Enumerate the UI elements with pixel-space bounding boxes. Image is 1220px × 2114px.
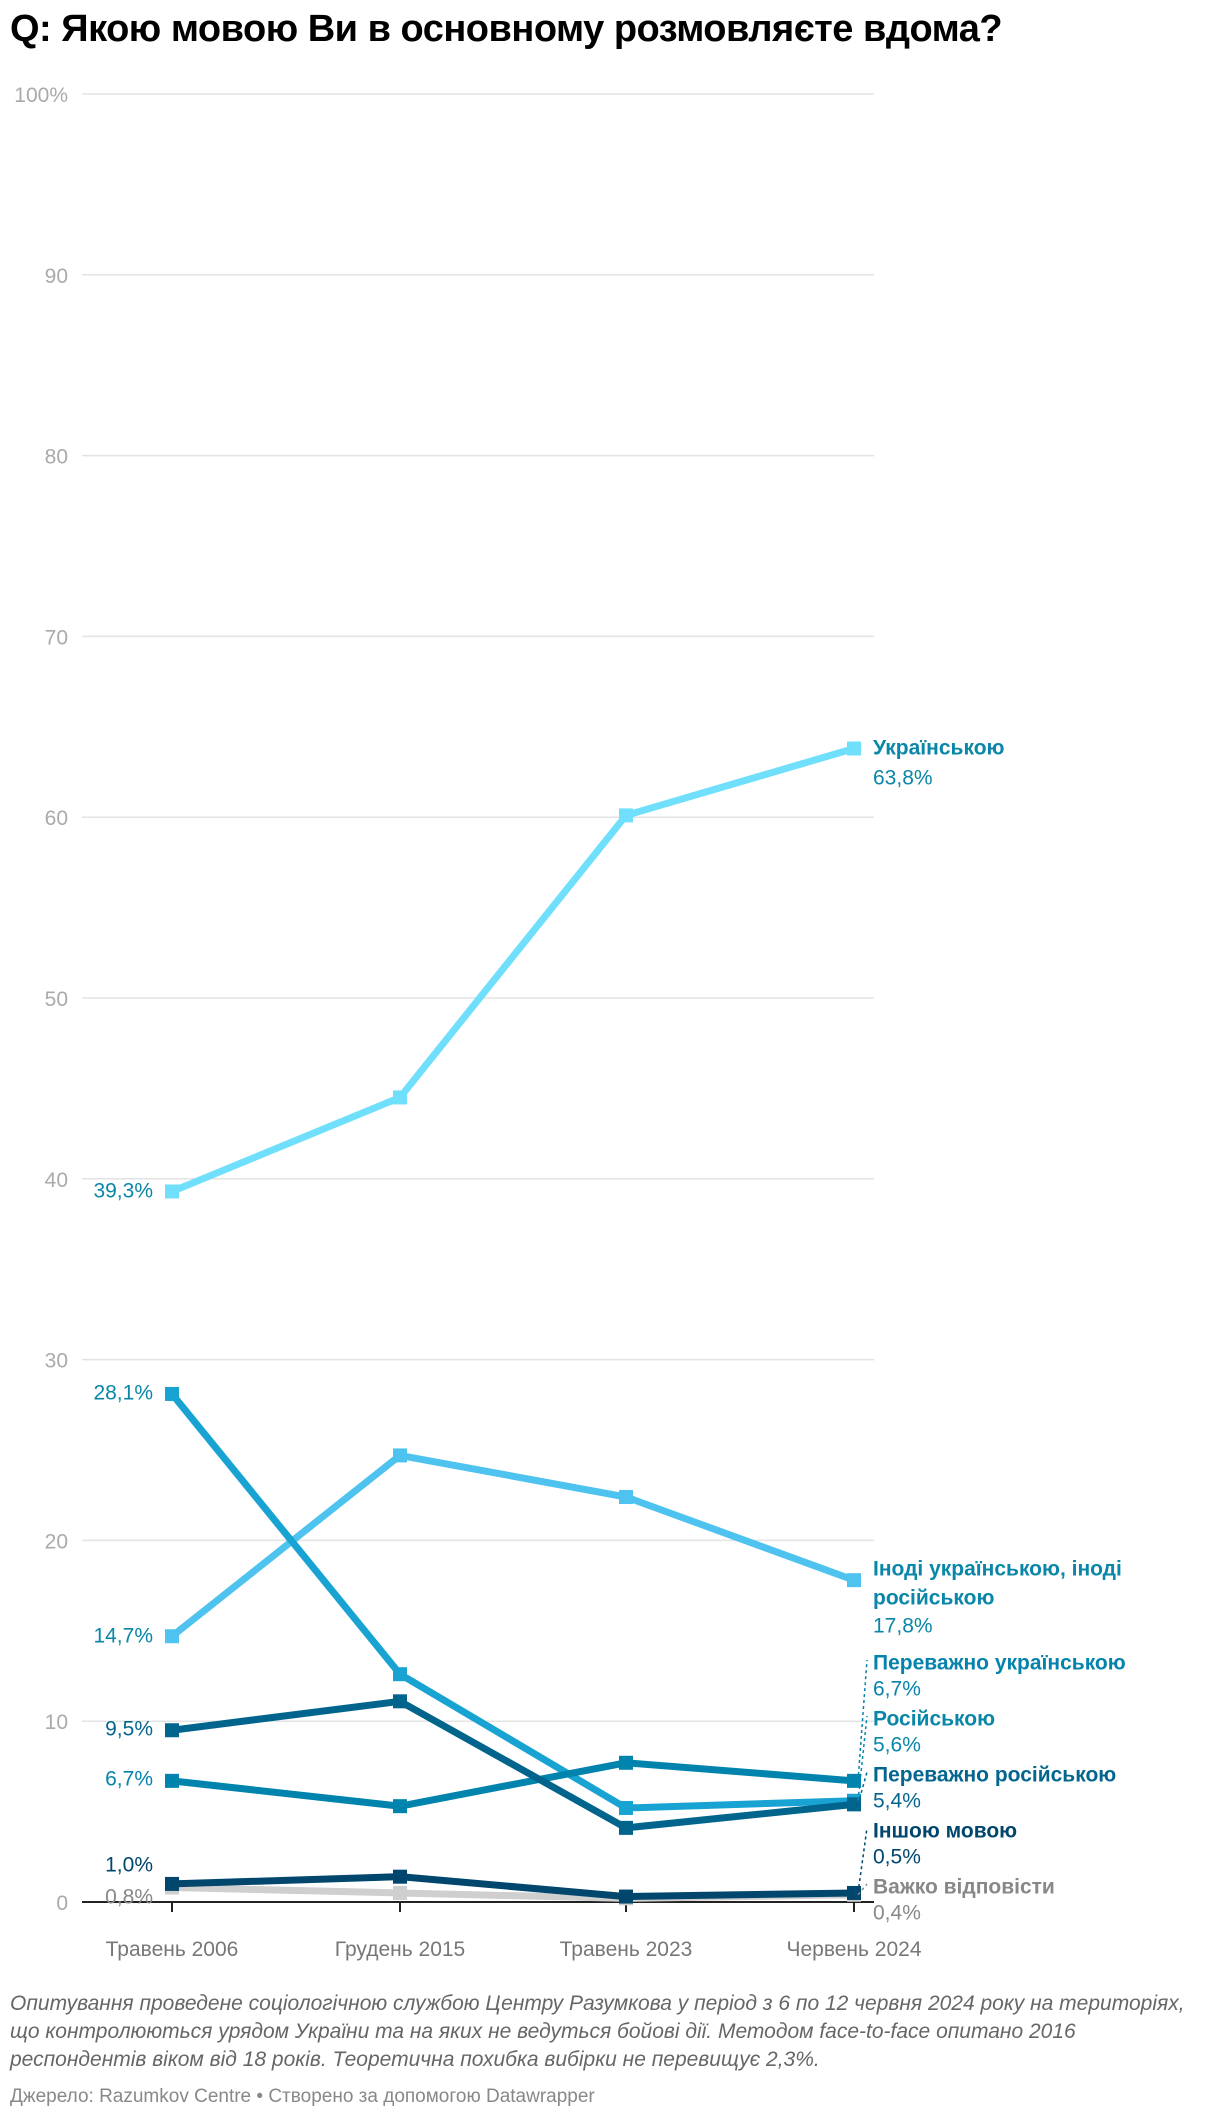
series-label: Російською — [873, 1708, 995, 1731]
leader-line — [857, 1827, 868, 1894]
data-point — [619, 1800, 633, 1815]
data-point — [847, 1573, 861, 1588]
y-tick-label: 40 — [45, 1169, 68, 1192]
end-value-label: 5,6% — [873, 1734, 921, 1757]
y-tick-label: 0 — [56, 1892, 68, 1915]
series-label: Іншою мовою — [873, 1820, 1017, 1843]
x-tick-label: Травень 2006 — [106, 1938, 239, 1961]
end-value-label: 6,7% — [873, 1678, 921, 1701]
data-point — [619, 1490, 633, 1505]
y-tick-label: 60 — [45, 807, 68, 830]
series-line — [171, 1697, 855, 1832]
start-value-label: 39,3% — [93, 1180, 153, 1203]
data-point — [847, 1797, 861, 1812]
data-point — [165, 1773, 179, 1788]
data-point — [619, 1889, 633, 1904]
end-value-label: 5,4% — [873, 1790, 921, 1813]
series-line — [169, 1451, 856, 1639]
data-point — [165, 1723, 179, 1738]
series-label: Важко відповісти — [873, 1876, 1055, 1899]
leader-line — [857, 1883, 868, 1896]
data-point — [165, 1629, 179, 1644]
x-tick-label: Травень 2023 — [560, 1938, 693, 1961]
series-label: Переважно російською — [873, 1764, 1116, 1787]
data-point — [165, 1876, 179, 1891]
end-value-label: 0,4% — [873, 1902, 921, 1925]
data-point — [393, 1694, 407, 1709]
data-point — [393, 1869, 407, 1884]
x-tick-label: Грудень 2015 — [335, 1938, 465, 1961]
y-tick-label: 20 — [45, 1530, 68, 1553]
chart-source: Джерело: Razumkov Centre • Створено за д… — [10, 2086, 595, 2107]
data-point — [619, 1820, 633, 1835]
data-point — [393, 1448, 407, 1463]
series-label: Українською — [873, 737, 1005, 760]
y-tick-label: 30 — [45, 1350, 68, 1373]
data-point — [393, 1090, 407, 1105]
leader-line — [857, 1715, 868, 1801]
end-value-label: 17,8% — [873, 1615, 933, 1638]
data-point — [393, 1667, 407, 1682]
line-chart: 0 10 20 30 40 50 60 70 80 90 100% Травень 2006 Груде… — [14, 84, 1126, 1961]
y-tick-label: 100% — [14, 84, 68, 107]
y-tick-label: 90 — [45, 265, 68, 288]
end-value-label: 0,5% — [873, 1846, 921, 1869]
series-label: російською — [873, 1587, 994, 1610]
series-line — [171, 1759, 855, 1810]
data-point — [165, 1386, 179, 1401]
series-line — [169, 1391, 855, 1812]
chart-title: Q: Якою мовою Ви в основному розмовляєте… — [10, 8, 1003, 50]
data-point — [165, 1184, 179, 1199]
series-label: Переважно українською — [873, 1652, 1126, 1675]
data-point — [619, 808, 633, 823]
data-point — [847, 1885, 861, 1900]
y-tick-label: 70 — [45, 626, 68, 649]
end-value-label: 63,8% — [873, 767, 933, 790]
start-value-label: 6,7% — [105, 1768, 153, 1791]
y-tick-label: 80 — [45, 446, 68, 469]
data-point — [847, 741, 861, 756]
start-value-label: 14,7% — [93, 1625, 153, 1648]
y-tick-label: 10 — [45, 1711, 68, 1734]
x-tick-label: Червень 2024 — [786, 1938, 921, 1961]
data-point — [619, 1755, 633, 1770]
series-label: Іноді українською, іноді — [873, 1558, 1122, 1581]
start-value-label: 0,8% — [105, 1886, 153, 1909]
y-tick-label: 50 — [45, 988, 68, 1011]
leader-line — [857, 1659, 868, 1781]
start-value-label: 9,5% — [105, 1718, 153, 1741]
data-point — [847, 1773, 861, 1788]
data-point — [393, 1885, 407, 1900]
series-line — [170, 745, 855, 1195]
data-point — [393, 1799, 407, 1814]
start-value-label: 28,1% — [93, 1382, 153, 1405]
start-value-label: 1,0% — [105, 1854, 153, 1877]
chart-notes: Опитування проведене соціологічною служб… — [10, 1992, 1185, 2071]
series-line — [171, 1873, 855, 1901]
